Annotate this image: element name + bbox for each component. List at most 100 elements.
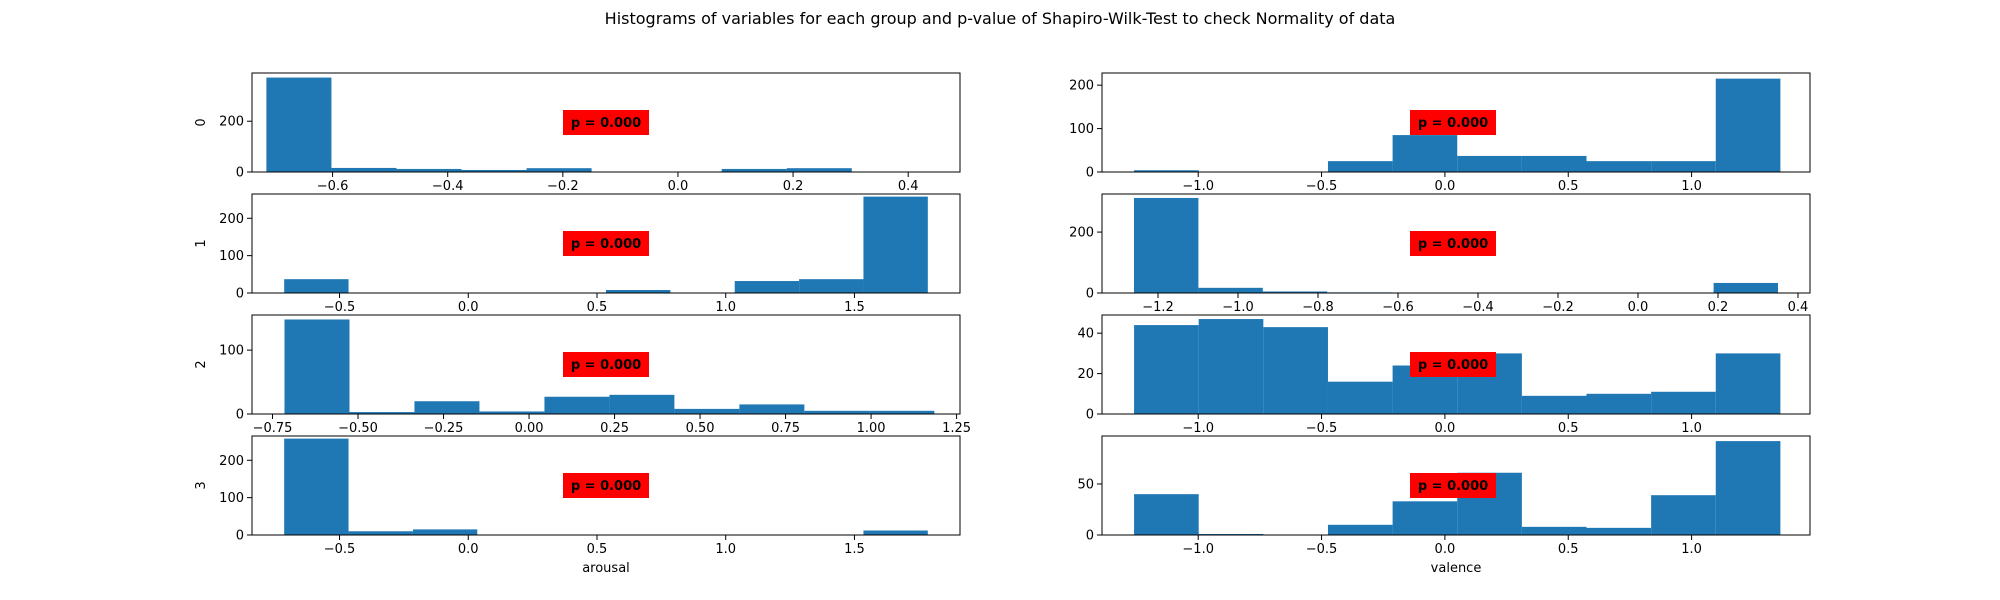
p-value-badge (563, 110, 649, 135)
x-tick-label: 1.5 (844, 300, 865, 315)
histogram-bar (1327, 381, 1393, 414)
histogram-bar (804, 410, 870, 414)
histogram-bar (1263, 327, 1328, 414)
x-tick-label: −0.2 (547, 179, 579, 194)
x-tick-label: −0.4 (1462, 300, 1494, 315)
histogram-bar (609, 394, 675, 414)
p-value-badge (563, 231, 649, 256)
histogram-bar (1715, 441, 1781, 535)
x-axis-label: valence (1431, 561, 1482, 576)
p-value-badge (563, 473, 649, 498)
p-value-label: p = 0.000 (571, 358, 641, 373)
histogram-bar (674, 408, 740, 414)
x-tick-label: −0.5 (1306, 179, 1338, 194)
axes-frame (251, 72, 961, 173)
x-tick-label: −0.4 (432, 179, 464, 194)
histogram-bar (739, 404, 805, 414)
histogram-bar (1651, 161, 1716, 172)
p-value-badge (1410, 110, 1496, 135)
p-value-label: p = 0.000 (571, 237, 641, 252)
p-value-label: p = 0.000 (1418, 237, 1488, 252)
y-tick-label: 200 (219, 212, 244, 227)
x-tick-label: −1.0 (1182, 421, 1214, 436)
histogram-bar (1586, 161, 1652, 172)
y-tick-label: 0 (1086, 166, 1094, 181)
histogram-bar (461, 169, 527, 172)
p-value-badge (1410, 231, 1496, 256)
histogram-bar (1521, 395, 1587, 414)
histogram-panel-5: −1.0 −0.5 0.0 0.5 1.0 0 20 40 p = 0.000 (1077, 314, 1811, 436)
axes-frame (251, 435, 961, 536)
histogram-panel-7: −1.0 −0.5 0.0 0.5 1.0 0 50 valence p = 0.000 (1077, 435, 1811, 576)
histogram-bar (863, 530, 928, 535)
y-tick-label: 40 (1077, 327, 1094, 342)
x-tick-label: −1.2 (1142, 300, 1174, 315)
histogram-bar (331, 167, 397, 172)
histogram-bar (1198, 533, 1264, 535)
histogram-panel-1: −1.0 −0.5 0.0 0.5 1.0 0 100 200 p = 0.000 (1069, 72, 1811, 194)
x-tick-label: −0.75 (253, 421, 293, 436)
x-tick-label: 1.0 (715, 300, 736, 315)
histogram-bar (1262, 291, 1328, 293)
x-tick-label: 0.50 (686, 421, 715, 436)
histogram-bar (869, 410, 935, 414)
x-tick-label: −0.8 (1302, 300, 1334, 315)
histogram-bar (526, 168, 592, 172)
x-tick-label: 0.4 (898, 179, 919, 194)
x-tick-label: −0.5 (1306, 542, 1338, 557)
histogram-bar (1327, 161, 1393, 172)
axes-frame (1101, 435, 1811, 536)
x-tick-label: −0.6 (1382, 300, 1414, 315)
x-tick-label: 0.2 (1708, 300, 1729, 315)
x-tick-label: 1.0 (1681, 542, 1702, 557)
y-tick-label: 50 (1077, 477, 1094, 492)
histogram-bar (1198, 287, 1263, 293)
y-tick-label: 0 (1086, 529, 1094, 544)
p-value-label: p = 0.000 (1418, 358, 1488, 373)
p-value-label: p = 0.000 (571, 479, 641, 494)
histogram-bar (284, 279, 349, 293)
histogram-bar (266, 77, 332, 172)
histogram-bar (479, 411, 545, 414)
x-tick-label: 1.25 (942, 421, 971, 436)
x-tick-label: 0.75 (771, 421, 800, 436)
histogram-bar (1651, 495, 1716, 535)
x-tick-label: 1.0 (1681, 179, 1702, 194)
y-axis-label: 0 (194, 118, 209, 126)
y-axis-label: 2 (194, 360, 209, 368)
histogram-bar (1134, 197, 1199, 293)
x-tick-label: 0.5 (587, 542, 608, 557)
axes-frame (251, 193, 961, 294)
histogram-bar (734, 281, 800, 293)
x-tick-label: −0.2 (1542, 300, 1574, 315)
x-tick-label: −0.5 (324, 300, 356, 315)
y-axis-label: 1 (194, 239, 209, 247)
x-tick-label: 0.2 (783, 179, 804, 194)
y-tick-label: 20 (1077, 367, 1094, 382)
y-tick-label: 0 (236, 529, 244, 544)
histogram-bar (1586, 527, 1652, 535)
x-tick-label: −1.0 (1222, 300, 1254, 315)
x-tick-label: 0.0 (1628, 300, 1649, 315)
x-tick-label: −0.5 (1306, 421, 1338, 436)
x-tick-label: 1.00 (857, 421, 886, 436)
p-value-label: p = 0.000 (1418, 116, 1488, 131)
axes-frame (1101, 72, 1811, 173)
y-tick-label: 100 (219, 249, 244, 264)
x-tick-label: 0.4 (1788, 300, 1809, 315)
histogram-bar (1392, 501, 1458, 535)
x-tick-label: 0.5 (1558, 421, 1579, 436)
histogram-bar (414, 401, 480, 414)
x-tick-label: −0.25 (424, 421, 464, 436)
histogram-bar (544, 396, 610, 414)
p-value-label: p = 0.000 (571, 116, 641, 131)
y-tick-label: 200 (1069, 79, 1094, 94)
histogram-bar (412, 529, 478, 535)
x-tick-label: −0.50 (338, 421, 378, 436)
histogram-bar (348, 531, 413, 535)
y-tick-label: 200 (219, 454, 244, 469)
y-tick-label: 100 (219, 344, 244, 359)
x-tick-label: 0.25 (600, 421, 629, 436)
histogram-bar (284, 319, 350, 414)
